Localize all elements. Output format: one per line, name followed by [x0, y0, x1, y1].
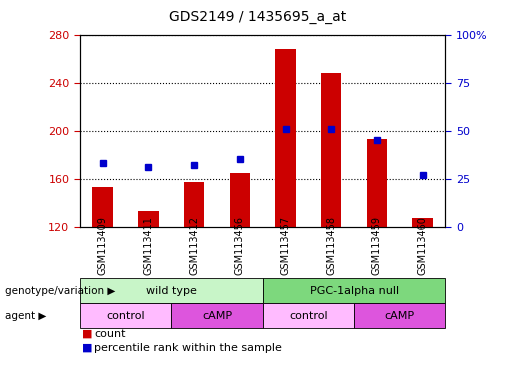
Bar [413, 218, 433, 227]
Bar [321, 73, 341, 227]
Text: agent ▶: agent ▶ [5, 311, 46, 321]
Bar [230, 172, 250, 227]
Text: GSM113456: GSM113456 [235, 215, 245, 275]
Text: GSM113412: GSM113412 [189, 215, 199, 275]
Text: percentile rank within the sample: percentile rank within the sample [94, 343, 282, 353]
Text: GSM113460: GSM113460 [418, 216, 427, 275]
Text: ■: ■ [82, 343, 93, 353]
Text: GSM113411: GSM113411 [143, 216, 153, 275]
Text: cAMP: cAMP [385, 311, 415, 321]
Text: GSM113458: GSM113458 [326, 215, 336, 275]
Bar [275, 49, 296, 227]
Text: GSM113409: GSM113409 [98, 216, 108, 275]
Text: PGC-1alpha null: PGC-1alpha null [310, 286, 399, 296]
Text: cAMP: cAMP [202, 311, 232, 321]
Text: wild type: wild type [146, 286, 197, 296]
Text: GSM113457: GSM113457 [281, 215, 290, 275]
Text: GSM113459: GSM113459 [372, 215, 382, 275]
Text: genotype/variation ▶: genotype/variation ▶ [5, 286, 115, 296]
Bar [184, 182, 204, 227]
Bar [367, 139, 387, 227]
Bar [138, 211, 159, 227]
Text: count: count [94, 329, 126, 339]
Text: ■: ■ [82, 329, 93, 339]
Text: control: control [289, 311, 328, 321]
Bar [92, 187, 113, 227]
Text: GDS2149 / 1435695_a_at: GDS2149 / 1435695_a_at [169, 10, 346, 23]
Text: control: control [106, 311, 145, 321]
